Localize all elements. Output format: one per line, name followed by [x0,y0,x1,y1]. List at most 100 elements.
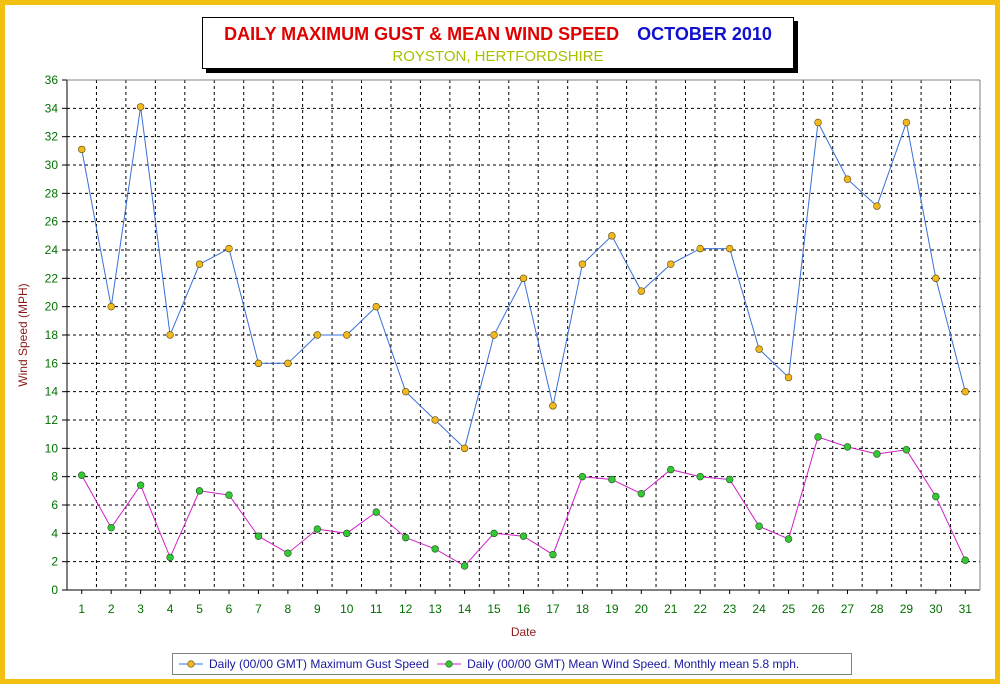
data-point-gust-20 [637,287,646,295]
x-tick-label-20: 20 [635,602,649,616]
data-point-mean-29 [902,446,911,454]
data-point-mean-22 [696,472,704,481]
data-point-mean-25 [784,535,793,543]
legend-mean-label: Daily (00/00 GMT) Mean Wind Speed. Month… [467,657,800,671]
legend-gust-symbol [179,660,203,668]
x-tick-label-25: 25 [782,602,796,616]
x-tick-label-6: 6 [226,602,233,616]
data-point-gust-13 [431,416,439,424]
data-point-gust-6 [225,244,233,253]
legend-mean-symbol [437,660,462,668]
y-tick-label-26: 26 [45,215,59,229]
data-point-mean-21 [667,465,675,474]
y-tick-label-28: 28 [45,186,59,200]
data-point-gust-9 [313,331,322,339]
data-point-gust-30 [932,274,940,283]
data-point-mean-24 [755,522,763,530]
y-tick-label-32: 32 [45,130,59,144]
y-tick-label-20: 20 [45,300,59,314]
y-tick-label-24: 24 [45,243,59,257]
x-tick-label-24: 24 [752,602,766,616]
data-point-gust-15 [490,331,498,339]
y-tick-label-6: 6 [51,498,58,512]
data-point-gust-10 [343,331,351,339]
data-point-mean-19 [608,475,616,484]
data-point-gust-2 [107,302,115,311]
data-point-gust-4 [166,331,174,339]
data-point-mean-20 [637,489,646,498]
data-point-gust-29 [902,118,911,127]
data-point-mean-13 [431,545,439,553]
y-tick-label-10: 10 [45,441,59,455]
y-tick-label-34: 34 [45,101,59,115]
data-point-gust-1 [78,145,86,154]
x-tick-label-13: 13 [428,602,442,616]
x-tick-label-30: 30 [929,602,943,616]
data-point-mean-9 [313,525,322,533]
data-point-gust-12 [401,387,410,396]
x-axis-label: Date [511,625,537,639]
data-point-gust-11 [372,302,380,311]
y-tick-label-18: 18 [45,328,59,342]
data-point-gust-24 [755,345,763,353]
x-tick-label-27: 27 [841,602,855,616]
legend-item-mean: Daily (00/00 GMT) Mean Wind Speed. Month… [437,657,799,671]
x-tick-label-18: 18 [576,602,590,616]
legend-gust-label: Daily (00/00 GMT) Maximum Gust Speed [209,657,430,671]
y-tick-label-0: 0 [51,583,58,597]
x-tick-label-10: 10 [340,602,354,616]
data-point-gust-5 [195,260,204,268]
data-point-mean-4 [166,553,174,562]
x-tick-label-9: 9 [314,602,321,616]
data-point-mean-26 [814,433,822,441]
y-tick-label-14: 14 [45,385,59,399]
x-tick-label-28: 28 [870,602,884,616]
x-tick-label-5: 5 [196,602,203,616]
x-tick-label-7: 7 [255,602,262,616]
data-point-gust-16 [519,274,528,283]
data-point-mean-12 [401,533,410,542]
data-point-gust-7 [254,359,263,368]
data-point-gust-23 [725,244,734,253]
data-point-mean-31 [961,556,969,564]
y-tick-label-36: 36 [45,73,59,87]
data-point-gust-19 [608,232,616,240]
legend-item-gust: Daily (00/00 GMT) Maximum Gust Speed [179,657,429,671]
x-tick-label-31: 31 [959,602,973,616]
data-point-gust-26 [814,118,822,127]
data-point-gust-31 [961,387,969,396]
data-point-gust-22 [696,244,704,253]
data-point-mean-8 [284,549,292,557]
data-point-mean-3 [136,481,145,489]
x-tick-label-3: 3 [137,602,144,616]
data-point-mean-5 [195,487,204,495]
data-point-gust-25 [784,373,793,382]
data-point-gust-3 [136,103,145,111]
x-tick-label-2: 2 [108,602,115,616]
x-tick-label-19: 19 [605,602,619,616]
y-tick-label-22: 22 [45,271,59,285]
y-axis-label: Wind Speed (MPH) [16,283,30,386]
data-point-mean-30 [932,492,940,501]
y-tick-label-4: 4 [51,526,58,540]
data-point-mean-15 [490,529,498,538]
chart-title: DAILY MAXIMUM GUST & MEAN WIND SPEED OCTO… [203,24,793,45]
x-tick-label-29: 29 [900,602,914,616]
x-tick-label-21: 21 [664,602,678,616]
x-tick-label-8: 8 [285,602,292,616]
data-point-mean-14 [460,562,469,570]
x-tick-label-26: 26 [811,602,825,616]
x-tick-label-11: 11 [370,602,383,616]
data-point-mean-27 [843,443,852,451]
x-tick-label-12: 12 [399,602,413,616]
x-tick-label-17: 17 [546,602,560,616]
y-tick-label-8: 8 [51,470,58,484]
y-tick-label-2: 2 [51,555,58,569]
data-point-mean-28 [873,450,881,458]
x-tick-label-16: 16 [517,602,531,616]
data-point-mean-2 [107,523,115,532]
title-month: OCTOBER 2010 [637,24,772,44]
title-box: DAILY MAXIMUM GUST & MEAN WIND SPEED OCTO… [202,17,794,69]
data-point-mean-11 [372,508,380,516]
data-point-gust-18 [578,260,587,268]
